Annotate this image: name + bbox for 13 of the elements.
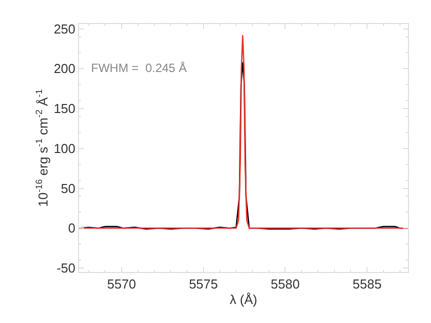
x-tick-label: 5570 xyxy=(107,276,136,292)
x-axis-title: λ (Å) xyxy=(230,292,258,308)
y-tick-label: 50 xyxy=(60,180,76,196)
x-tick-label: 5575 xyxy=(188,276,218,292)
y-tick-label: -50 xyxy=(56,260,76,276)
x-tick-label: 5585 xyxy=(352,276,382,292)
y-tick-label: 150 xyxy=(54,101,76,116)
y-tick-label: 250 xyxy=(54,21,76,36)
y-tick-label: 100 xyxy=(54,140,76,156)
y-tick-label: 200 xyxy=(54,61,76,76)
y-tick-label: 0 xyxy=(68,220,76,236)
annotation: FWHM = 0.245 Å xyxy=(91,61,187,75)
x-tick-label: 5580 xyxy=(270,276,300,292)
